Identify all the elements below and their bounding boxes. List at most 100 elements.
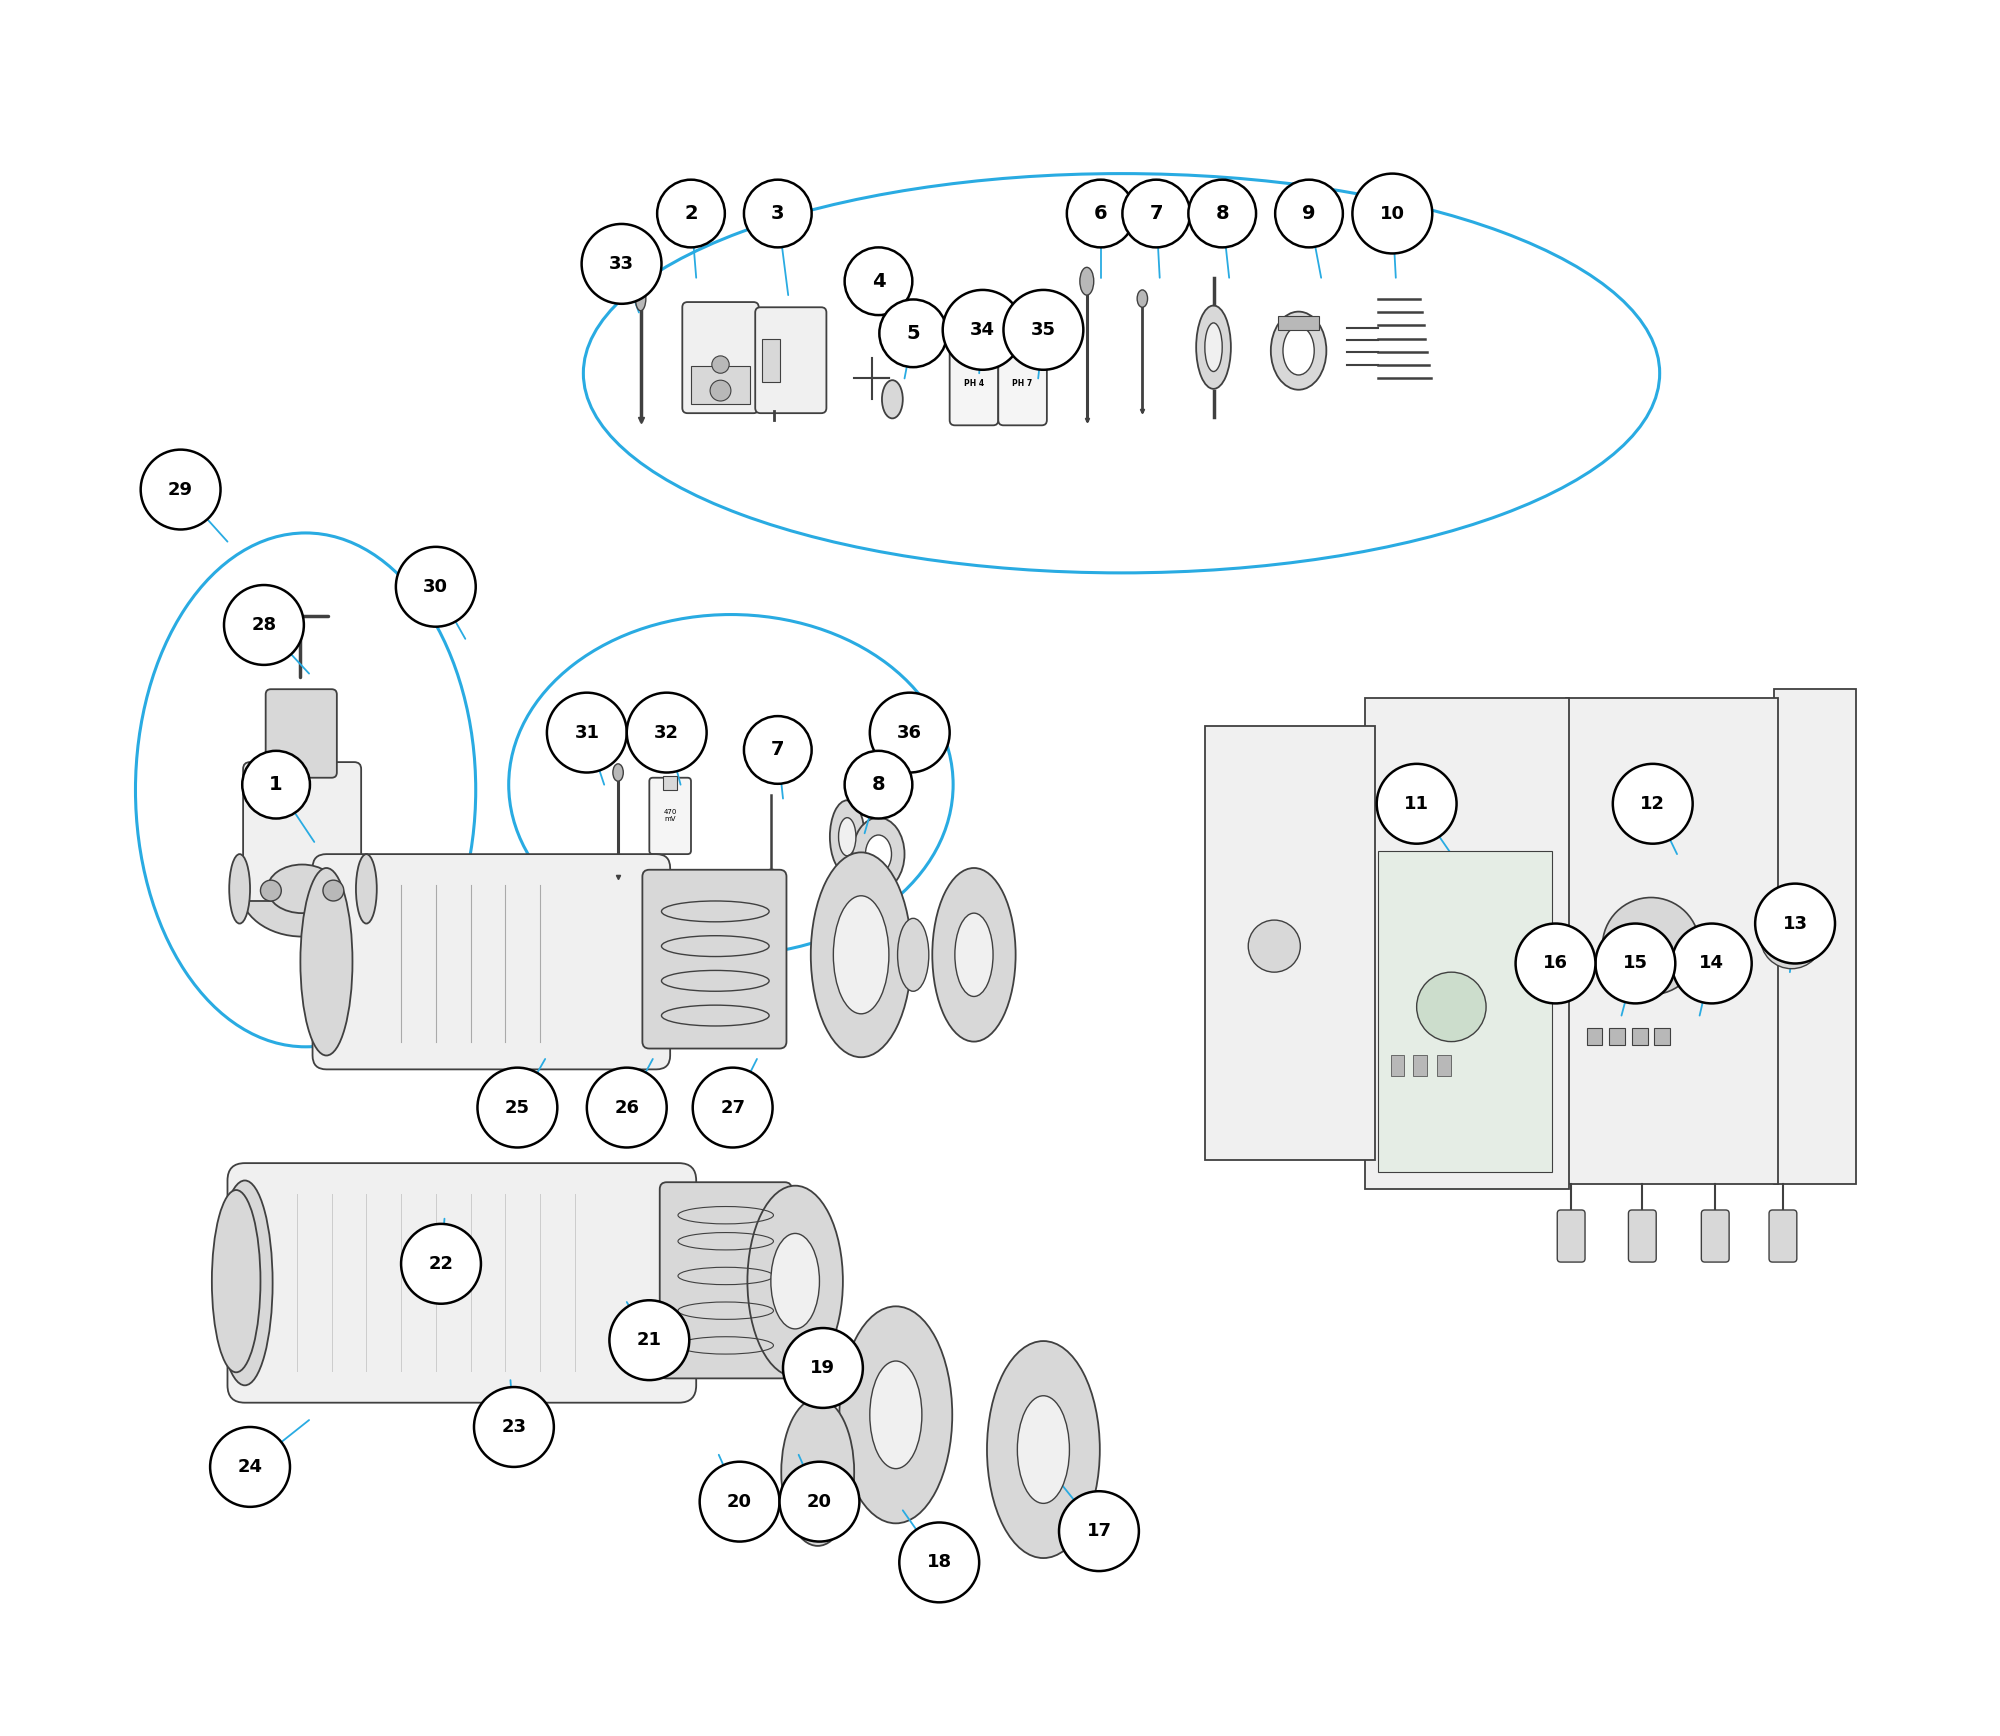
FancyBboxPatch shape [228,1163,696,1403]
Text: 24: 24 [238,1458,262,1476]
Circle shape [744,717,812,785]
Text: 15: 15 [1622,955,1648,972]
Circle shape [1416,972,1486,1042]
Text: 27: 27 [720,1099,746,1116]
Circle shape [870,693,950,773]
Circle shape [474,1387,554,1467]
Ellipse shape [882,380,902,418]
Circle shape [1612,764,1692,844]
Text: 25: 25 [504,1099,530,1116]
Circle shape [586,1068,666,1147]
Bar [690,366,750,404]
Text: 29: 29 [168,481,194,498]
Text: 16: 16 [1544,955,1568,972]
Bar [1632,1028,1648,1045]
Ellipse shape [1080,267,1094,295]
Circle shape [242,750,310,818]
Text: 33: 33 [610,255,634,273]
Ellipse shape [636,286,646,311]
Ellipse shape [838,818,856,856]
Circle shape [1376,764,1456,844]
FancyBboxPatch shape [998,325,1046,425]
Text: 10: 10 [1380,205,1404,222]
FancyBboxPatch shape [244,762,362,901]
Bar [1414,1055,1428,1076]
Circle shape [780,1462,860,1542]
Text: 11: 11 [1404,795,1430,812]
Circle shape [1760,906,1822,969]
Circle shape [1060,1491,1138,1571]
Circle shape [784,1328,862,1408]
Circle shape [1596,924,1676,1003]
Text: 12: 12 [1640,795,1666,812]
Text: 20: 20 [806,1493,832,1510]
FancyBboxPatch shape [266,689,336,778]
Circle shape [210,1427,290,1507]
FancyBboxPatch shape [1558,1210,1586,1262]
Ellipse shape [1196,306,1230,389]
Circle shape [582,224,662,304]
Circle shape [260,880,282,901]
Circle shape [1276,179,1342,248]
Ellipse shape [212,1191,260,1371]
Circle shape [900,1522,980,1602]
FancyBboxPatch shape [1628,1210,1656,1262]
FancyBboxPatch shape [1770,1210,1796,1262]
Bar [1390,1055,1404,1076]
Text: PH 7: PH 7 [1012,378,1032,389]
Text: 1: 1 [270,776,282,793]
Ellipse shape [932,868,1016,1042]
Text: 17: 17 [1086,1522,1112,1540]
FancyBboxPatch shape [1702,1210,1730,1262]
FancyBboxPatch shape [1364,698,1570,1189]
Circle shape [744,179,812,248]
Ellipse shape [1018,1396,1070,1503]
Ellipse shape [748,1186,842,1377]
Ellipse shape [870,1361,922,1469]
Bar [1610,1028,1624,1045]
Circle shape [1516,924,1596,1003]
Ellipse shape [356,854,376,924]
Bar [1278,316,1320,330]
Circle shape [1122,179,1190,248]
Text: 34: 34 [970,321,996,339]
Ellipse shape [612,764,624,781]
Circle shape [1066,179,1134,248]
Ellipse shape [218,1180,272,1385]
Circle shape [1602,898,1700,995]
Ellipse shape [1138,290,1148,307]
Circle shape [546,693,626,773]
Text: 7: 7 [772,741,784,759]
Text: 2: 2 [684,205,698,222]
FancyBboxPatch shape [312,854,670,1069]
Ellipse shape [1282,326,1314,375]
Bar [1586,1028,1602,1045]
Circle shape [710,380,730,401]
Text: PH 4: PH 4 [964,378,984,389]
Bar [1378,851,1552,1172]
Ellipse shape [830,800,864,873]
Ellipse shape [230,854,250,924]
Text: 30: 30 [424,578,448,595]
Circle shape [1352,174,1432,253]
Text: 32: 32 [654,724,680,741]
Bar [1654,1028,1670,1045]
Ellipse shape [954,913,994,996]
Ellipse shape [986,1340,1100,1559]
Circle shape [844,247,912,316]
Text: 23: 23 [502,1418,526,1436]
Text: 470
mV: 470 mV [664,809,676,823]
Text: 36: 36 [898,724,922,741]
FancyBboxPatch shape [682,302,758,413]
FancyBboxPatch shape [642,870,786,1049]
Circle shape [1756,884,1836,963]
Ellipse shape [240,842,364,937]
Text: 3: 3 [772,205,784,222]
Bar [1014,326,1032,344]
Ellipse shape [1204,323,1222,372]
Text: 20: 20 [728,1493,752,1510]
FancyBboxPatch shape [1774,689,1856,1184]
Text: 18: 18 [926,1554,952,1571]
Ellipse shape [866,835,892,873]
Text: 13: 13 [1782,915,1808,932]
